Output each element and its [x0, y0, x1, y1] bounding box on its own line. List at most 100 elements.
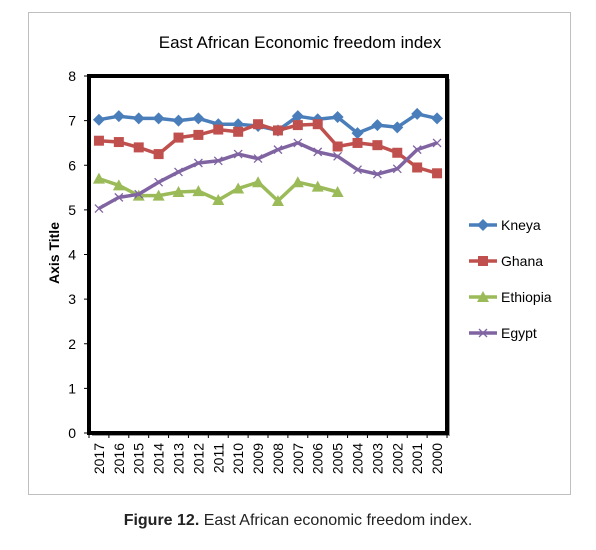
data-point-egypt: [372, 169, 382, 179]
y-tick-label: 2: [68, 336, 76, 352]
y-tick-label: 3: [68, 291, 76, 307]
y-axis-title: Axis Title: [46, 222, 62, 284]
data-point-egypt: [134, 189, 144, 199]
x-tick-label: 2012: [190, 443, 206, 474]
data-point-kneya: [232, 118, 245, 131]
data-point-egypt: [233, 149, 243, 159]
data-point-egypt: [313, 147, 323, 157]
data-point-kneya: [132, 112, 145, 125]
x-tick-label: 2007: [290, 443, 306, 474]
x-tick-label: 2005: [330, 443, 346, 474]
x-tick-label: 2000: [429, 443, 445, 474]
data-point-ghana: [432, 168, 443, 179]
plot-area: 0 1 2 3 4 5 6 7 8 2017 2016 2015 2014 2013 2012 2011 201…: [68, 68, 450, 474]
data-point-kneya: [371, 119, 384, 132]
data-point-ethiopia: [232, 182, 245, 194]
x-tick-label: 2006: [310, 443, 326, 474]
data-point-ethiopia: [331, 186, 344, 198]
data-point-ethiopia: [311, 180, 324, 192]
data-point-egypt: [213, 156, 223, 166]
data-point-ethiopia: [92, 172, 105, 184]
y-tick-label: 7: [68, 113, 76, 129]
legend-marker-ethiopia: [477, 291, 489, 302]
data-point-ghana: [352, 137, 363, 148]
x-tick-label: 2010: [230, 443, 246, 474]
data-point-egypt: [94, 204, 104, 213]
legend-label-kneya: Kneya: [501, 217, 541, 233]
legend-marker-ghana: [478, 256, 488, 266]
data-point-ethiopia: [271, 194, 284, 206]
data-point-ghana: [133, 142, 144, 153]
data-point-kneya: [291, 110, 304, 123]
chart-title: East African Economic freedom index: [159, 33, 442, 52]
data-point-ethiopia: [152, 189, 165, 201]
data-point-ethiopia: [112, 179, 125, 191]
data-point-ghana: [93, 135, 104, 146]
data-point-ethiopia: [172, 186, 185, 198]
data-point-ghana: [332, 141, 343, 152]
x-tick-label: 2014: [151, 443, 167, 474]
data-point-kneya: [411, 107, 424, 120]
data-point-ghana: [292, 120, 303, 131]
data-point-ghana: [233, 126, 244, 137]
data-point-egypt: [353, 165, 362, 175]
caption-label: Figure 12.: [123, 512, 200, 529]
legend: Kneya Ghana Ethiopia Egypt: [469, 217, 552, 341]
legend-label-ethiopia: Ethiopia: [501, 289, 552, 305]
y-tick-label: 4: [68, 247, 76, 263]
chart-frame: East African Economic freedom index Axis…: [28, 12, 571, 495]
data-point-ghana: [392, 147, 403, 158]
data-point-kneya: [152, 112, 165, 125]
legend-label-egypt: Egypt: [501, 325, 537, 341]
y-tick-label: 1: [68, 380, 76, 396]
x-tick-label: 2017: [91, 443, 107, 474]
data-point-egypt: [333, 151, 343, 161]
data-point-kneya: [331, 111, 344, 124]
data-point-egypt: [273, 145, 283, 155]
data-point-kneya: [391, 121, 404, 134]
x-tick-label: 2016: [111, 443, 127, 474]
x-tick-label: 2015: [131, 443, 147, 474]
data-point-ethiopia: [291, 176, 304, 188]
y-tick-label: 5: [68, 202, 76, 218]
data-point-egypt: [114, 192, 124, 202]
data-point-egypt: [293, 138, 303, 148]
data-point-ghana: [193, 129, 204, 140]
data-point-egypt: [154, 177, 164, 187]
x-tick-label: 2008: [270, 443, 286, 474]
x-tick-label: 2011: [210, 443, 226, 473]
x-tick-label: 2004: [350, 443, 366, 474]
legend-label-ghana: Ghana: [501, 253, 543, 269]
data-point-kneya: [192, 112, 205, 125]
data-point-egypt: [253, 154, 263, 164]
data-point-ethiopia: [212, 194, 225, 206]
data-point-kneya: [431, 112, 444, 125]
series-line-egypt: [98, 141, 438, 211]
x-tick-label: 2002: [389, 443, 405, 474]
data-point-kneya: [92, 113, 105, 126]
data-point-ethiopia: [252, 176, 265, 188]
legend-marker-kneya: [477, 219, 489, 231]
data-point-ghana: [153, 149, 164, 160]
data-point-ghana: [312, 119, 323, 130]
data-point-kneya: [172, 114, 185, 127]
line-chart: East African Economic freedom index Axis…: [46, 33, 552, 474]
data-point-ghana: [113, 137, 124, 148]
data-point-ghana: [412, 162, 423, 173]
figure-caption: Figure 12. East African economic freedom…: [0, 512, 596, 530]
caption-text: East African economic freedom index.: [199, 512, 473, 529]
data-point-egypt: [193, 158, 203, 168]
data-point-egypt: [392, 164, 402, 174]
data-point-kneya: [212, 118, 225, 131]
data-point-egypt: [174, 167, 183, 177]
data-point-ethiopia: [192, 185, 205, 197]
y-tick-label: 8: [68, 68, 76, 84]
data-point-ghana: [272, 125, 283, 136]
data-point-kneya: [112, 110, 125, 123]
x-tick-label: 2001: [409, 443, 425, 474]
data-point-ghana: [253, 119, 264, 130]
x-tick-label: 2009: [250, 443, 266, 474]
data-point-ghana: [173, 132, 184, 143]
data-point-egypt: [432, 138, 442, 148]
y-tick-label: 6: [68, 157, 76, 173]
